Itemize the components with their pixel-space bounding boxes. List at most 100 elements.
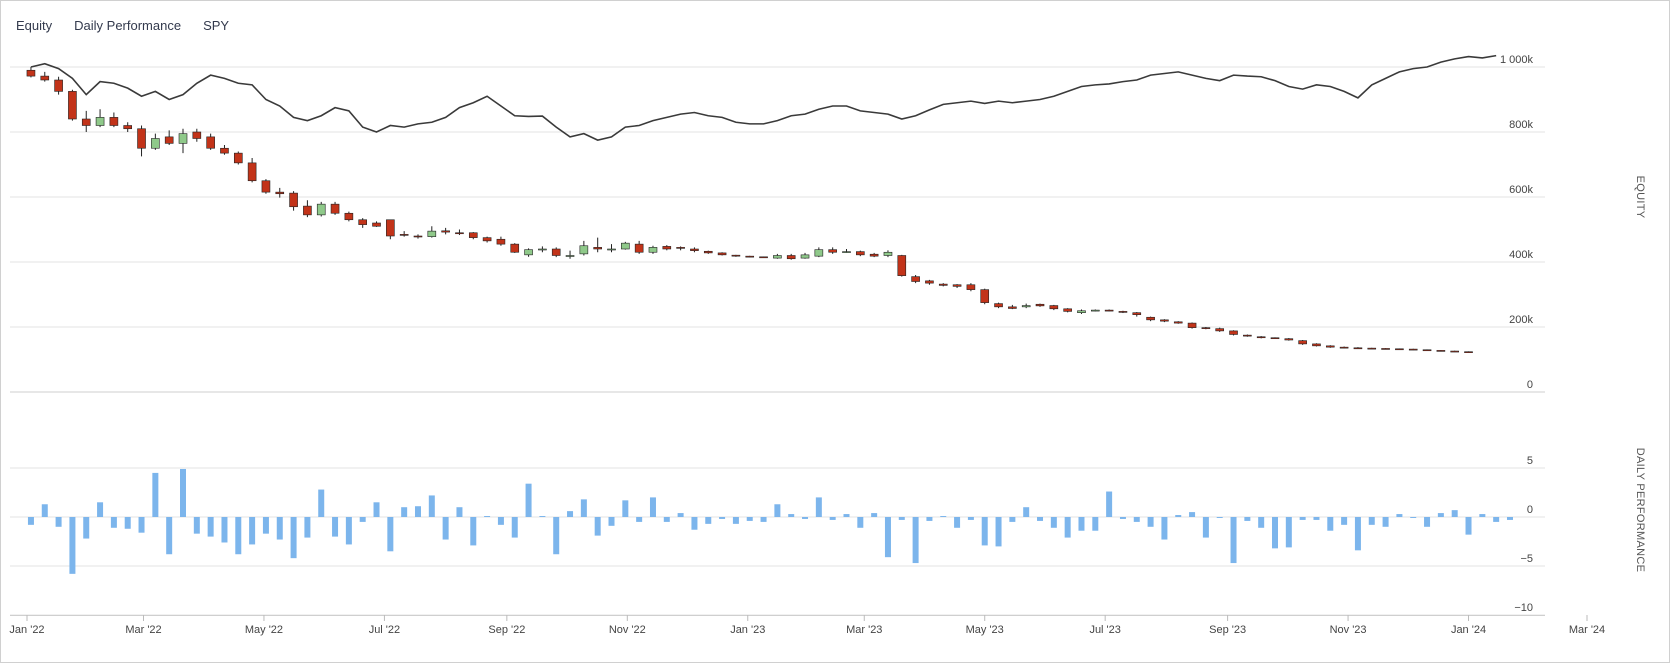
candle-body <box>109 117 119 126</box>
candle-body <box>842 251 851 253</box>
daily-bar <box>940 516 947 517</box>
candle-body <box>1077 310 1086 313</box>
candle-body <box>1339 346 1349 349</box>
candle-body <box>717 252 727 256</box>
candle-body <box>233 152 243 164</box>
daily-bar <box>1493 517 1500 522</box>
equity-candle <box>95 109 105 128</box>
daily-bar <box>484 516 491 517</box>
candle-body <box>247 162 257 182</box>
daily-bar <box>898 517 905 520</box>
equity-candle <box>1450 350 1459 353</box>
candle-body <box>289 192 298 208</box>
equity-candle <box>1270 337 1280 340</box>
candle-body <box>1243 334 1252 337</box>
daily-bar <box>166 517 173 555</box>
daily-bar <box>981 517 988 546</box>
candle-body <box>1008 306 1017 309</box>
equity-candle <box>1464 351 1473 354</box>
equity-candle <box>1215 327 1225 332</box>
candle-body <box>1298 340 1307 345</box>
candle-body <box>1104 309 1114 312</box>
equity-candle <box>980 288 990 305</box>
equity-candle <box>330 201 340 215</box>
x-tick-label: Sep '22 <box>488 624 525 636</box>
candle-body <box>1035 303 1045 307</box>
equity-candle <box>468 232 478 240</box>
daily-bar <box>622 500 629 517</box>
equity-candle <box>1436 350 1446 352</box>
daily-bar <box>1437 513 1444 517</box>
daily-bar <box>55 517 62 527</box>
equity-candle <box>1408 348 1418 351</box>
equity-candle <box>482 236 492 243</box>
equity-candle <box>966 283 976 292</box>
equity-candle <box>1021 303 1031 309</box>
x-tick-label: Jul '22 <box>369 624 400 636</box>
daily-bar <box>636 517 643 522</box>
equity-candle <box>81 110 91 132</box>
equity-tick-label: 1 000k <box>1500 54 1534 66</box>
equity-candle <box>441 227 450 235</box>
daily-bar <box>1092 517 1099 531</box>
legend-equity[interactable]: Equity <box>16 18 53 33</box>
daily-bar <box>345 517 352 545</box>
equity-candle <box>565 250 575 259</box>
candle-body <box>786 255 796 260</box>
x-tick-label: Jan '22 <box>9 624 44 636</box>
candle-body <box>1229 330 1238 335</box>
daily-performance-series <box>27 468 1513 574</box>
equity-candle <box>275 187 285 198</box>
equity-candle <box>137 125 146 157</box>
legend-spy[interactable]: SPY <box>203 18 230 33</box>
equity-candle <box>358 218 367 228</box>
equity-candle <box>151 133 160 150</box>
spy-series <box>30 54 1497 141</box>
daily-bar <box>1023 507 1030 517</box>
daily-performance-axis-title: DAILY PERFORMANCE <box>1634 448 1646 573</box>
daily-bar <box>1147 517 1154 527</box>
candle-body <box>745 255 755 258</box>
candle-body <box>1201 327 1211 329</box>
daily-bar <box>1244 517 1251 521</box>
daily-bar <box>525 483 532 517</box>
equity-candle <box>676 246 685 251</box>
candle-body <box>220 147 229 154</box>
daily-bar <box>608 517 615 526</box>
equity-candle <box>1035 303 1045 307</box>
equity-candle <box>496 236 506 246</box>
equity-candle <box>1104 309 1114 312</box>
daily-bar <box>318 489 325 517</box>
candle-body <box>510 243 520 253</box>
equity-candle <box>703 250 713 254</box>
equity-candle <box>1395 348 1404 351</box>
equity-tick-label: 0 <box>1527 379 1533 391</box>
daily-bar <box>511 517 518 538</box>
daily-bar <box>83 517 90 539</box>
daily-bar <box>442 517 449 540</box>
candle-body <box>275 191 285 195</box>
daily-bar <box>967 517 974 520</box>
candle-body <box>316 203 326 216</box>
daily-bar <box>401 507 408 517</box>
daily-tick-label: −10 <box>1514 602 1533 614</box>
candle-body <box>386 219 395 237</box>
candle-body <box>482 237 492 242</box>
candle-body <box>54 79 63 92</box>
equity-candle <box>634 240 644 254</box>
equity-candle <box>26 67 36 78</box>
daily-bar <box>41 504 48 517</box>
candle-body <box>676 247 685 249</box>
daily-bar <box>69 517 76 574</box>
daily-bar <box>193 517 200 534</box>
daily-tick-label: −5 <box>1520 553 1533 565</box>
equity-candle <box>524 248 533 257</box>
candle-body <box>773 255 782 259</box>
candle-body <box>26 69 36 77</box>
daily-bar <box>1410 517 1417 518</box>
legend-daily-performance[interactable]: Daily Performance <box>74 18 182 33</box>
candle-body <box>1063 308 1072 312</box>
equity-candle <box>1077 309 1086 314</box>
daily-bar <box>663 517 670 522</box>
daily-bar <box>1119 517 1126 519</box>
